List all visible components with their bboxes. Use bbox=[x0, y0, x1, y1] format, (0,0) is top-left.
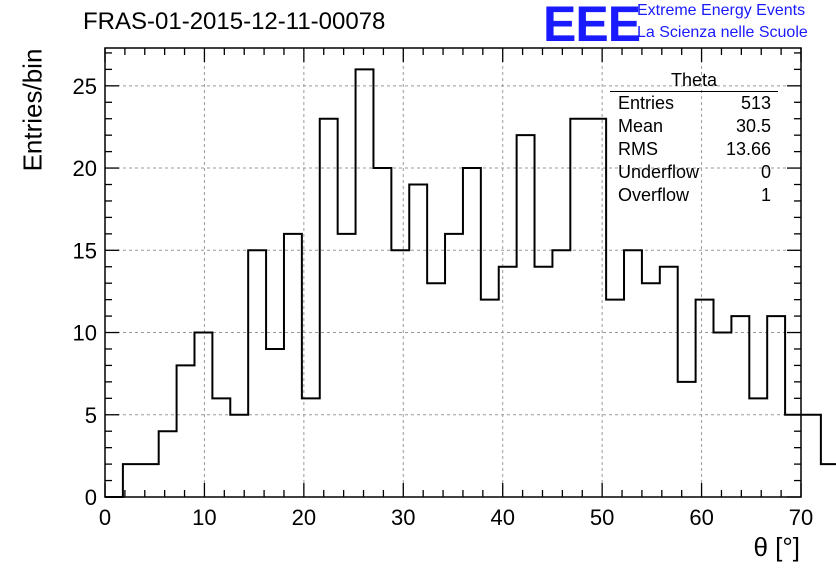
stats-value: 13.66 bbox=[725, 139, 771, 159]
histogram-bin bbox=[731, 316, 749, 497]
histogram-bin bbox=[696, 300, 714, 497]
stats-label: Underflow bbox=[618, 162, 700, 182]
y-tick-label: 25 bbox=[73, 74, 97, 99]
eee-logo: EEE bbox=[543, 0, 641, 52]
chart-title: FRAS-01-2015-12-11-00078 bbox=[83, 8, 386, 35]
x-axis-label: θ [°] bbox=[753, 532, 800, 562]
histogram-bin bbox=[320, 119, 338, 497]
y-tick-label: 10 bbox=[73, 321, 97, 346]
histogram-bin bbox=[588, 119, 606, 497]
plot-frame bbox=[104, 47, 802, 498]
histogram-bin bbox=[212, 398, 230, 497]
y-tick-label: 15 bbox=[73, 238, 97, 263]
histogram-bin bbox=[606, 300, 624, 497]
histogram-bin bbox=[517, 135, 535, 497]
stats-box-title: Theta bbox=[610, 70, 778, 92]
logo-line-1: Extreme Energy Events bbox=[637, 2, 806, 19]
histogram-bin bbox=[642, 283, 660, 497]
histogram-bin bbox=[177, 365, 195, 497]
histogram-bin bbox=[141, 464, 159, 497]
histogram-bin bbox=[499, 267, 517, 497]
histogram-bin bbox=[391, 250, 409, 497]
stats-label: Overflow bbox=[618, 185, 690, 205]
stats-value: 1 bbox=[760, 185, 771, 205]
histogram-bin bbox=[123, 464, 141, 497]
histogram-bin bbox=[821, 464, 836, 497]
histogram-bin bbox=[302, 398, 320, 497]
histogram-bin bbox=[481, 300, 499, 497]
histogram-bin bbox=[570, 119, 588, 497]
histogram-bin bbox=[356, 69, 374, 497]
histogram-bin bbox=[749, 398, 767, 497]
histogram-bin bbox=[552, 250, 570, 497]
histogram-bin bbox=[660, 267, 678, 497]
x-tick-label: 70 bbox=[789, 505, 813, 530]
histogram-bin bbox=[427, 283, 445, 497]
histogram-bin bbox=[445, 234, 463, 497]
stats-value: 513 bbox=[740, 93, 771, 113]
x-tick-label: 10 bbox=[192, 505, 216, 530]
x-tick-label: 0 bbox=[99, 505, 111, 530]
histogram-bin bbox=[159, 431, 177, 497]
histogram-bin bbox=[248, 250, 266, 497]
stats-box: Theta Entries 513 Mean 30.5 RMS 13.66 Un… bbox=[610, 70, 778, 207]
histogram-bin bbox=[678, 382, 696, 497]
x-tick-label: 40 bbox=[490, 505, 514, 530]
histogram-bin bbox=[624, 250, 642, 497]
stats-label: Mean bbox=[618, 116, 664, 136]
x-tick-label: 30 bbox=[391, 505, 415, 530]
histogram-bin bbox=[266, 349, 284, 497]
x-tick-label: 20 bbox=[292, 505, 316, 530]
stats-row-mean: Mean 30.5 bbox=[610, 115, 778, 138]
y-tick-label: 0 bbox=[85, 485, 97, 510]
stats-row-underflow: Underflow 0 bbox=[610, 161, 778, 184]
histogram-bin bbox=[714, 333, 732, 497]
stats-value: 30.5 bbox=[735, 116, 771, 136]
histogram-bin bbox=[409, 185, 427, 497]
histogram-outline bbox=[105, 68, 836, 498]
y-tick-label: 5 bbox=[85, 403, 97, 428]
x-tick-label: 60 bbox=[689, 505, 713, 530]
histogram-bin bbox=[535, 267, 553, 497]
histogram-bin bbox=[803, 415, 821, 497]
histogram-bin bbox=[230, 415, 248, 497]
histogram-bin bbox=[767, 316, 785, 497]
y-tick-label: 20 bbox=[73, 156, 97, 181]
stats-row-overflow: Overflow 1 bbox=[610, 184, 778, 207]
histogram-bin bbox=[338, 234, 356, 497]
stats-row-rms: RMS 13.66 bbox=[610, 138, 778, 161]
stats-value: 0 bbox=[760, 162, 771, 182]
x-tick-label: 50 bbox=[590, 505, 614, 530]
histogram-bin bbox=[284, 234, 302, 497]
stats-label: Entries bbox=[618, 93, 675, 113]
stats-label: RMS bbox=[618, 139, 658, 159]
stats-row-entries: Entries 513 bbox=[610, 92, 778, 115]
logo-line-2: La Scienza nelle Scuole bbox=[637, 24, 808, 41]
